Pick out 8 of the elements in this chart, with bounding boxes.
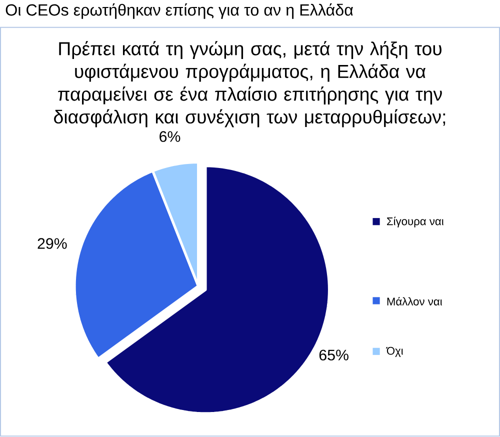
chart-title: Οι CEOs ερωτήθηκαν επίσης για το αν η Ελλάδα [6, 4, 354, 20]
legend-label: Μάλλον ναι [387, 297, 442, 306]
chart-subtitle: Πρέπει κατά τη γνώμη σας, μετά την λήξη του υφιστάμενου προγράμματος, η Ελλάδα να παραμείνει σε ένα πλαίσιο επιτήρησης για την διασφάλιση και συνέχιση των μεταρρυθμίσεων; [54, 41, 446, 128]
data-label: 6% [160, 131, 180, 142]
data-label: 65% [319, 350, 348, 361]
legend-label: Όχι [386, 347, 404, 358]
legend-label: Σίγουρα ναι [387, 216, 444, 228]
data-label: 29% [38, 238, 67, 250]
